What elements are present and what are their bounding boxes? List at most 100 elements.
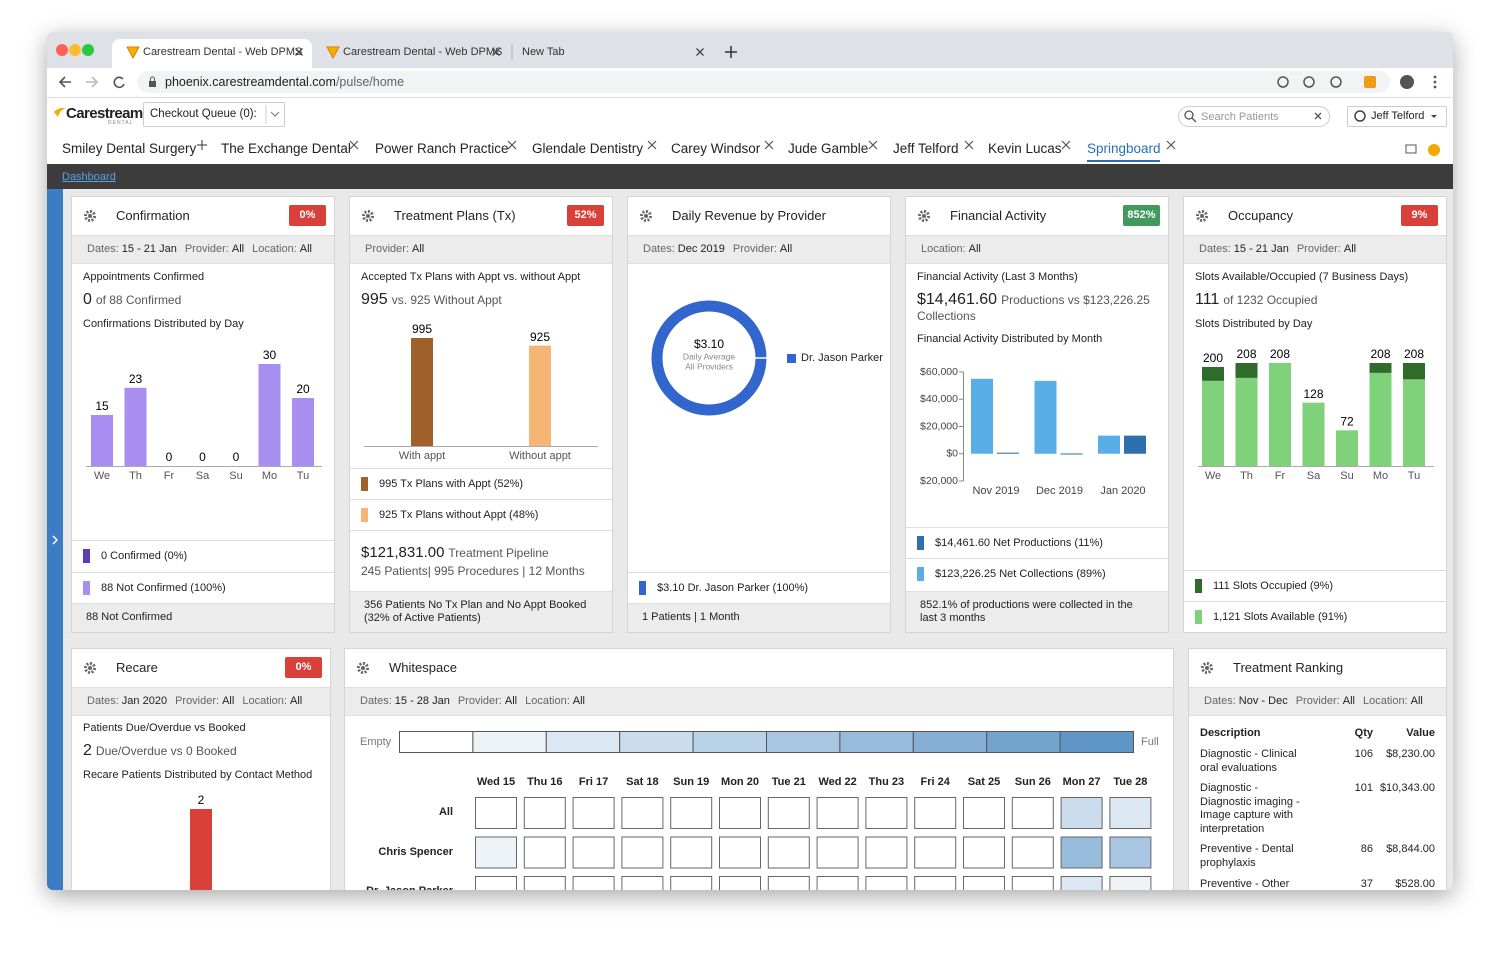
- pipeline: $121,831.00 Treatment Pipeline: [361, 544, 549, 562]
- practice-tab[interactable]: Power Ranch Practice: [375, 141, 509, 156]
- tab-title[interactable]: New Tab: [522, 46, 565, 58]
- donut-caption: All Providers: [685, 361, 733, 371]
- filter-label: Provider:: [365, 243, 410, 255]
- day-header: Wed 22: [818, 776, 857, 788]
- browser-window: Carestream Dental - Web DPMS Carestream D…: [47, 32, 1453, 890]
- bar-segment: [1202, 380, 1224, 466]
- filter-label: Location:: [242, 695, 287, 707]
- summary-text: of 88 Confirmed: [95, 293, 182, 307]
- practice-tab[interactable]: Smiley Dental Surgery: [62, 141, 197, 156]
- headline: Patients Due/Overdue vs Booked: [83, 722, 246, 734]
- filter-label: Provider:: [184, 243, 229, 255]
- category-label: We: [1205, 470, 1221, 482]
- user-menu[interactable]: [1347, 106, 1447, 127]
- day-header: Thu 23: [868, 776, 905, 788]
- category-label: Tu: [297, 470, 309, 482]
- filter-label: Provider:: [1295, 695, 1340, 707]
- legend-swatch: [917, 536, 924, 550]
- heat-cell: [1109, 797, 1152, 829]
- filter-value: All: [504, 695, 518, 707]
- search-box[interactable]: [1178, 106, 1330, 127]
- table-cell: Preventive - Dental prophylaxis: [1200, 843, 1294, 869]
- bar-total: 208: [1270, 347, 1290, 361]
- filter-value: All: [1342, 695, 1355, 707]
- summary-number: 995: [361, 291, 388, 308]
- filter-bar: Dates: Nov - Dec Provider: All Location: All: [1189, 687, 1446, 716]
- row-label: Dr. Jason Parker: [366, 883, 453, 890]
- search-placeholder[interactable]: Search Patients: [1201, 111, 1279, 123]
- practice-tab[interactable]: Kevin Lucas: [988, 141, 1062, 156]
- table-cell: 101: [1354, 782, 1373, 794]
- day-header: Sat 25: [967, 776, 1001, 788]
- filter-value: All: [968, 243, 981, 255]
- widget-card: $3.10 Daily Average All Providers Daily Rev…: [627, 196, 891, 633]
- active-tab[interactable]: [112, 39, 312, 69]
- widget-title: Financial Activity: [950, 208, 1047, 223]
- bar: [971, 378, 993, 454]
- widget-title: Whitespace: [389, 660, 457, 675]
- bar: [190, 809, 212, 890]
- tab-title[interactable]: Carestream Dental - Web DPMS: [143, 46, 303, 58]
- bar-label: 0: [166, 450, 173, 464]
- donut-legend-swatch: [787, 354, 796, 363]
- heat-cell: [963, 876, 1005, 890]
- filter-value: All: [289, 695, 303, 707]
- category-label: With appt: [399, 450, 445, 462]
- subnav-link[interactable]: Dashboard: [62, 171, 116, 183]
- filter-label: Dates:: [1199, 243, 1231, 255]
- table-cell: 37: [1360, 878, 1373, 890]
- bar: [124, 387, 147, 466]
- widget-title: Occupancy: [1228, 208, 1294, 223]
- filter-value: 15 - 21 Jan: [121, 243, 177, 255]
- practice-tab[interactable]: Carey Windsor: [671, 141, 761, 156]
- filter-label: Provider:: [1296, 243, 1341, 255]
- table-cell: 106: [1354, 748, 1373, 760]
- heat-cell: [865, 876, 908, 890]
- url-box[interactable]: [137, 71, 1390, 93]
- heat-cell: [1109, 876, 1152, 890]
- user-name[interactable]: Jeff Telford: [1371, 110, 1425, 122]
- heat-cell: [914, 797, 957, 829]
- filter-label: Dates:: [87, 695, 119, 707]
- scale-high: Full: [1141, 736, 1159, 748]
- scale-swatch: [619, 731, 694, 753]
- y-tick-label: $40,000: [920, 393, 958, 405]
- url-path: /pulse/home: [335, 75, 405, 89]
- side-rail[interactable]: [47, 189, 63, 890]
- bar-label: 995: [412, 322, 432, 336]
- filter-value: All: [299, 243, 312, 255]
- bar: [997, 452, 1019, 454]
- checkout-dropdown[interactable]: [143, 102, 285, 127]
- checkout-label[interactable]: Checkout Queue (0):: [150, 108, 257, 120]
- table-cell: Preventive - Other: [1200, 878, 1290, 890]
- bar-segment: [1336, 430, 1358, 466]
- filter-value: 15 - 28 Jan: [394, 695, 450, 707]
- legend-text: $3.10 Dr. Jason Parker (100%): [657, 582, 809, 594]
- bar: [258, 364, 281, 466]
- heat-cell: [865, 797, 908, 829]
- filter-label: Location:: [921, 243, 966, 255]
- category-label: Sa: [1307, 470, 1321, 482]
- tab-title[interactable]: Carestream Dental - Web DPMS: [343, 46, 503, 58]
- scale-swatch: [692, 731, 768, 753]
- practice-tab[interactable]: Springboard: [1087, 141, 1161, 156]
- legend-text: 1,121 Slots Available (91%): [1213, 611, 1348, 623]
- heat-cell: [523, 836, 566, 869]
- practice-tab[interactable]: Glendale Dentistry: [532, 141, 644, 156]
- settings-hub: [88, 666, 92, 670]
- practice-tab[interactable]: Jude Gamble: [788, 141, 869, 156]
- scale-swatch: [472, 731, 547, 753]
- heat-cell: [914, 876, 957, 890]
- practice-tab[interactable]: Jeff Telford: [893, 141, 959, 156]
- heat-cell: [767, 797, 810, 829]
- url-host: phoenix.carestreamdental.com: [165, 75, 336, 89]
- practice-tab[interactable]: The Exchange Dental: [221, 141, 351, 156]
- column-header: Description: [1200, 727, 1261, 739]
- category-label: Fr: [164, 470, 175, 482]
- bar-segment: [1403, 379, 1425, 466]
- heat-cell: [1060, 836, 1103, 869]
- settings-hub: [366, 214, 370, 218]
- filter-bar: Provider: All: [350, 235, 612, 264]
- bar-label: 0: [233, 450, 240, 464]
- widget-graphics: [1201, 662, 1213, 674]
